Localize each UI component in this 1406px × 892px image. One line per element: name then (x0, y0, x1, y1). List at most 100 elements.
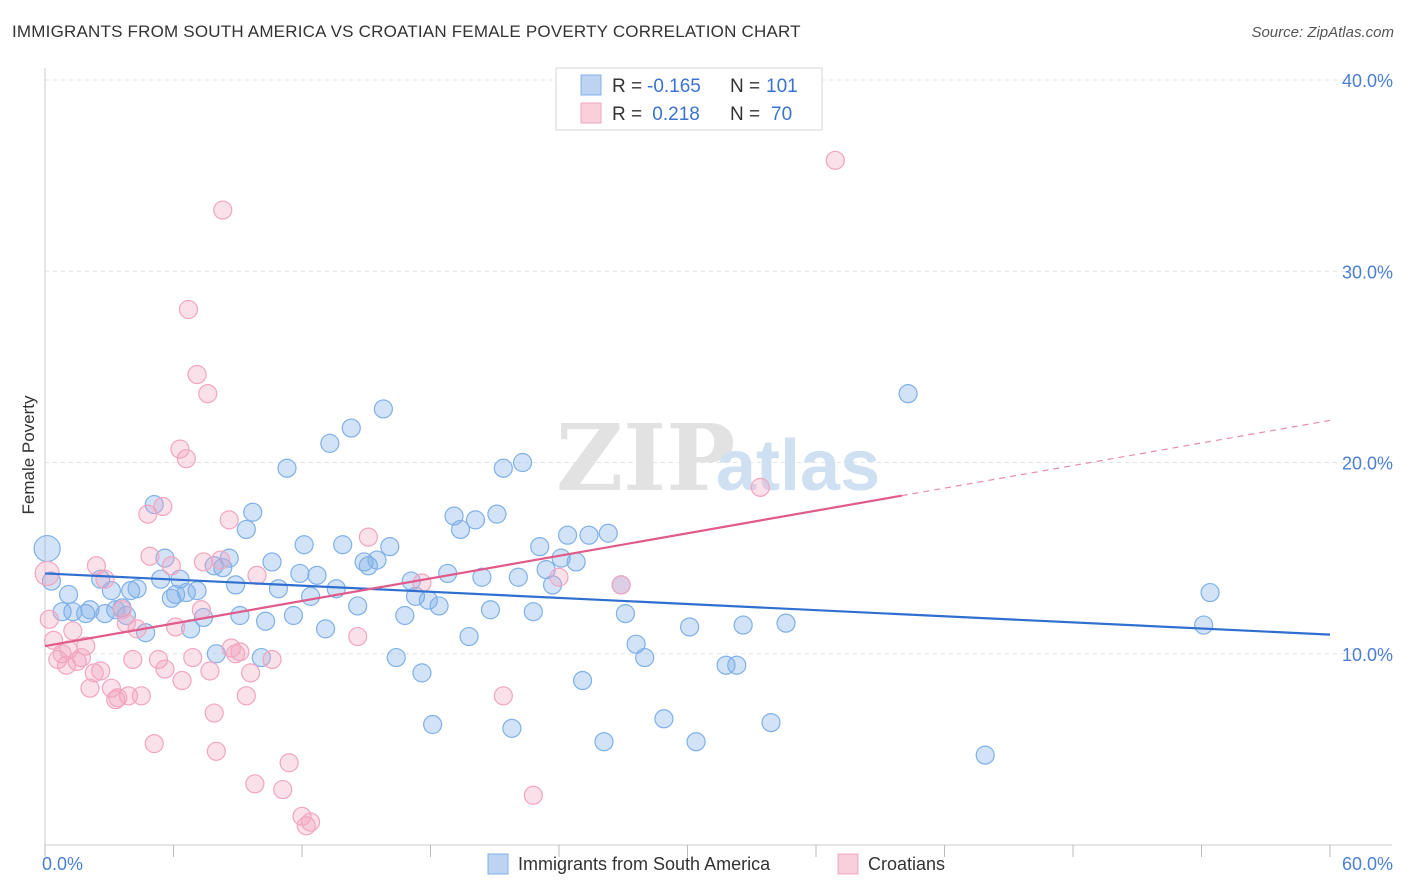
point-croatians-9 (71, 647, 92, 668)
y-axis-title: Female Poverty (19, 395, 38, 515)
point-croatians-39 (191, 600, 211, 620)
legend-n-value-2: 70 (771, 104, 792, 125)
x-tick-label-max: 60.0% (1342, 854, 1393, 874)
point-south-america-47 (333, 535, 353, 555)
point-croatians-35 (176, 449, 196, 469)
point-south-america-76 (530, 537, 550, 557)
point-south-america-3 (58, 584, 79, 605)
point-croatians-26 (140, 546, 160, 566)
point-south-america-39 (283, 605, 304, 626)
point-croatians-36 (178, 299, 199, 320)
point-south-america-65 (450, 519, 471, 540)
y-tick-label-0: 10.0% (1342, 645, 1393, 665)
point-south-america-96 (761, 712, 781, 733)
legend-r-value-1: -0.165 (647, 76, 701, 97)
point-croatians-7 (63, 621, 83, 641)
point-south-america-94 (727, 655, 747, 675)
point-south-america-40 (290, 563, 310, 584)
legend-swatch-blue (580, 74, 602, 96)
point-croatians-15 (95, 569, 115, 589)
point-south-america-93 (716, 655, 736, 675)
point-south-america-88 (626, 634, 646, 654)
x-tick-label-min: 0.0% (42, 854, 83, 874)
point-south-america-62 (429, 596, 449, 616)
point-south-america-70 (487, 504, 507, 524)
point-south-america-82 (572, 670, 593, 691)
trend-lines (44, 419, 1331, 648)
point-croatians-10 (76, 636, 96, 656)
point-croatians-41 (198, 384, 218, 404)
point-croatians-14 (91, 661, 111, 681)
point-south-america-84 (594, 732, 614, 752)
point-croatians-37 (183, 647, 203, 668)
point-south-america-18 (155, 548, 175, 568)
point-croatians-69 (611, 575, 631, 595)
point-croatians-30 (155, 659, 175, 679)
point-south-america-97 (776, 613, 796, 633)
point-croatians-29 (153, 496, 173, 517)
point-south-america-38 (277, 458, 297, 478)
x-tick-labels: 0.0% 60.0% (42, 854, 1393, 874)
point-croatians-43 (204, 703, 224, 723)
legend-swatch-pink (580, 102, 602, 124)
point-croatians-31 (161, 556, 181, 576)
point-croatians-28 (148, 649, 169, 670)
point-croatians-53 (245, 774, 265, 794)
point-south-america-75 (523, 602, 543, 622)
point-south-america-35 (255, 611, 276, 631)
point-croatians-16 (101, 678, 121, 698)
point-south-america-56 (395, 605, 415, 626)
y-tick-label-3: 40.0% (1342, 71, 1393, 91)
point-south-america-6 (80, 600, 100, 620)
legend-r-label-1: R = (612, 76, 642, 97)
point-south-america-95 (733, 615, 753, 635)
point-croatians-24 (131, 686, 151, 706)
point-croatians-32 (166, 617, 186, 637)
point-croatians-62 (358, 527, 378, 547)
point-croatians-64 (493, 686, 513, 706)
point-croatians-65 (523, 785, 543, 805)
point-croatians-42 (200, 661, 220, 681)
point-croatians-45 (211, 550, 231, 570)
point-south-america-45 (320, 433, 340, 453)
point-south-america-73 (508, 567, 528, 587)
point-south-america-83 (579, 525, 599, 545)
point-south-america-14 (127, 579, 147, 599)
point-croatians-25 (138, 504, 158, 524)
point-south-america-67 (465, 510, 486, 530)
y-tick-label-1: 20.0% (1342, 454, 1393, 474)
point-south-america-9 (101, 581, 121, 601)
point-croatians-5 (56, 655, 77, 675)
trend-line-croatians (44, 494, 902, 648)
point-south-america-72 (502, 718, 522, 738)
point-south-america-55 (386, 647, 406, 668)
point-south-america-31 (230, 605, 250, 626)
point-south-america-36 (262, 552, 282, 572)
point-croatians-51 (236, 686, 256, 706)
point-south-america-89 (635, 647, 655, 668)
correlation-legend: R = -0.165 N = 101 R = 0.218 N = 70 (555, 67, 823, 131)
legend-n-label-1: N = (730, 76, 760, 97)
point-croatians-55 (262, 649, 282, 670)
point-south-america-87 (615, 603, 635, 624)
point-south-america-52 (367, 550, 387, 570)
point-south-america-32 (236, 519, 256, 540)
point-croatians-40 (193, 552, 214, 572)
point-croatians-66 (549, 567, 569, 587)
watermark-zip: ZIP (556, 404, 735, 512)
point-south-america-81 (566, 552, 586, 572)
point-south-america-98 (898, 384, 918, 404)
point-south-america-44 (315, 619, 336, 639)
axes (44, 68, 1392, 857)
point-croatians-54 (247, 565, 267, 585)
point-croatians-22 (123, 649, 143, 670)
point-south-america-101 (1200, 582, 1220, 603)
point-south-america-69 (480, 600, 501, 620)
point-croatians-46 (213, 200, 233, 220)
point-south-america-61 (423, 714, 443, 735)
point-croatians-38 (187, 364, 207, 385)
point-croatians-47 (219, 510, 239, 530)
point-croatians-56 (273, 779, 293, 800)
y-tick-labels: 10.0% 20.0% 30.0% 40.0% (1342, 71, 1393, 665)
point-south-america-99 (975, 745, 995, 765)
